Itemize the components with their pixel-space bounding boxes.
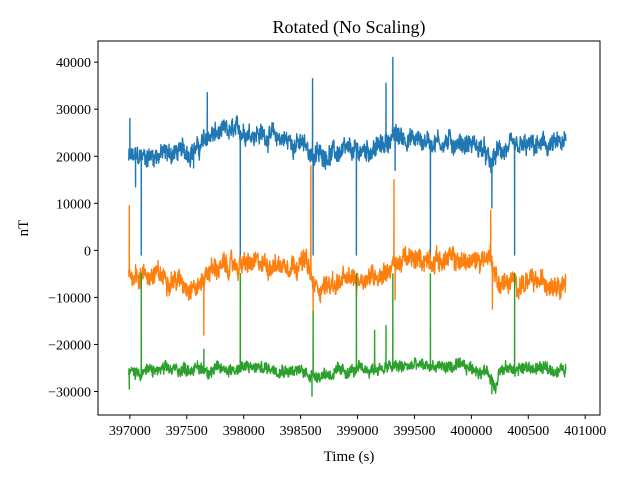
x-tick-label: 399500	[393, 424, 435, 439]
x-tick-label: 398000	[223, 424, 265, 439]
chart-title: Rotated (No Scaling)	[273, 17, 426, 38]
x-tick-label: 401000	[564, 424, 606, 439]
series-line-2	[128, 164, 567, 336]
y-tick-label: 30000	[56, 103, 91, 118]
plot-area	[128, 56, 567, 397]
y-tick-label: 20000	[56, 150, 91, 165]
x-axis-title: Time (s)	[324, 449, 375, 465]
y-tick-label: 40000	[56, 56, 91, 71]
x-tick-label: 398500	[280, 424, 322, 439]
series-line-1	[128, 56, 567, 261]
x-axis: 397000 397500 398000 398500 399000 399500 4000…	[109, 415, 606, 439]
series-line-3	[128, 273, 567, 397]
x-tick-label: 397000	[109, 424, 151, 439]
x-tick-label: 397500	[166, 424, 208, 439]
x-tick-label: 400000	[450, 424, 492, 439]
axes-frame	[97, 40, 601, 416]
y-tick-label: 0	[84, 244, 91, 259]
x-tick-label: 400500	[507, 424, 549, 439]
y-axis: −30000 −20000 −10000 0 10000 20000 30000 40000	[48, 56, 98, 400]
y-tick-label: −10000	[48, 291, 91, 306]
y-tick-label: −30000	[48, 385, 91, 400]
x-tick-label: 399000	[337, 424, 379, 439]
y-axis-title: nT	[16, 220, 32, 237]
y-tick-label: −20000	[48, 338, 91, 353]
y-tick-label: 10000	[56, 197, 91, 212]
